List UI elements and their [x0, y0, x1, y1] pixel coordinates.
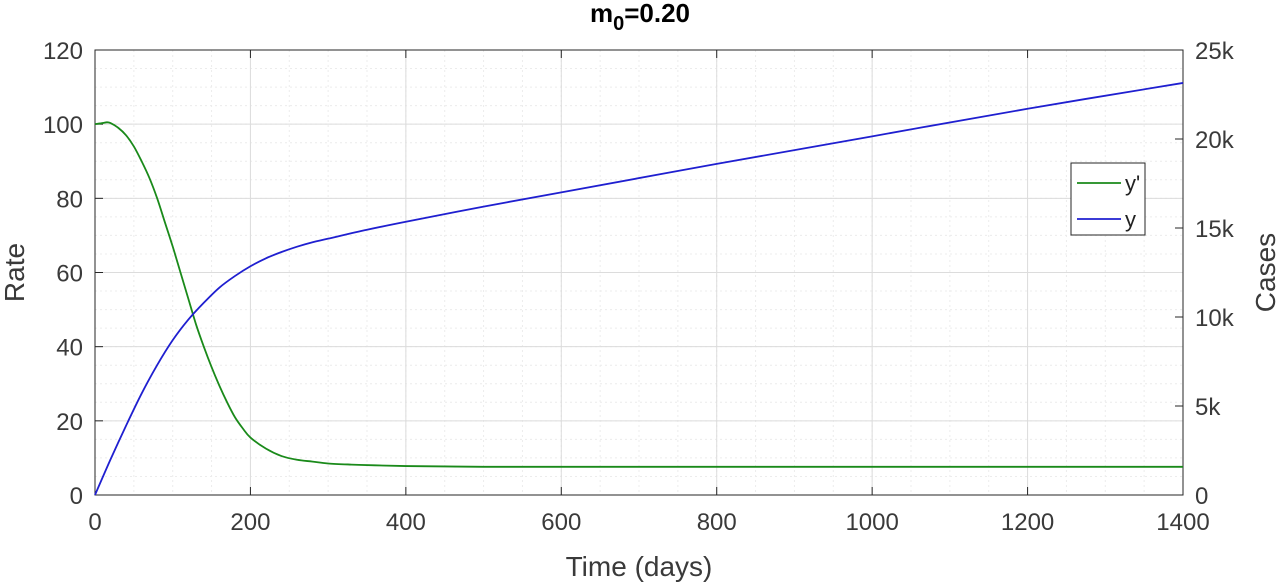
- y-right-tick-label: 0: [1195, 483, 1208, 510]
- x-tick-label: 1400: [1156, 509, 1209, 536]
- chart-title: m0=0.20: [590, 0, 690, 35]
- x-tick-label: 0: [88, 509, 101, 536]
- y-right-tick-label: 25k: [1195, 38, 1235, 65]
- y-right-tick-label: 20k: [1195, 127, 1235, 154]
- x-tick-label: 1200: [1001, 509, 1054, 536]
- title-suffix: =0.20: [624, 0, 690, 28]
- y-right-tick-label: 15k: [1195, 216, 1235, 243]
- x-tick-label: 600: [541, 509, 581, 536]
- y-right-tick-label: 10k: [1195, 305, 1235, 332]
- y-left-tick-label: 100: [43, 112, 83, 139]
- title-main: m: [590, 0, 613, 28]
- legend-box[interactable]: [1070, 162, 1146, 236]
- y-left-tick-label: 60: [56, 261, 83, 288]
- title-subscript: 0: [613, 13, 624, 35]
- y-left-tick-label: 20: [56, 409, 83, 436]
- grid: [94, 49, 1184, 496]
- y-left-tick-label: 120: [43, 38, 83, 65]
- legend-label: y: [1125, 207, 1136, 232]
- x-tick-label: 400: [386, 509, 426, 536]
- y-left-axis-label: Rate: [0, 243, 30, 302]
- x-tick-label: 1000: [845, 509, 898, 536]
- legend-label: y': [1125, 171, 1140, 196]
- y-left-tick-label: 40: [56, 335, 83, 362]
- series: [94, 82, 1184, 496]
- series-line-y-prime: [94, 121, 1183, 468]
- x-tick-label: 800: [697, 509, 737, 536]
- y-left-tick-label: 0: [70, 483, 83, 510]
- legend[interactable]: y' y: [1070, 162, 1146, 236]
- x-tick-label: 200: [230, 509, 270, 536]
- series-line-y: [94, 82, 1184, 496]
- axes: [94, 49, 1184, 496]
- y-right-tick-label: 5k: [1195, 394, 1221, 421]
- x-axis-label: Time (days): [566, 551, 713, 582]
- y-right-axis-label: Cases: [1250, 233, 1280, 312]
- y-left-tick-label: 80: [56, 186, 83, 213]
